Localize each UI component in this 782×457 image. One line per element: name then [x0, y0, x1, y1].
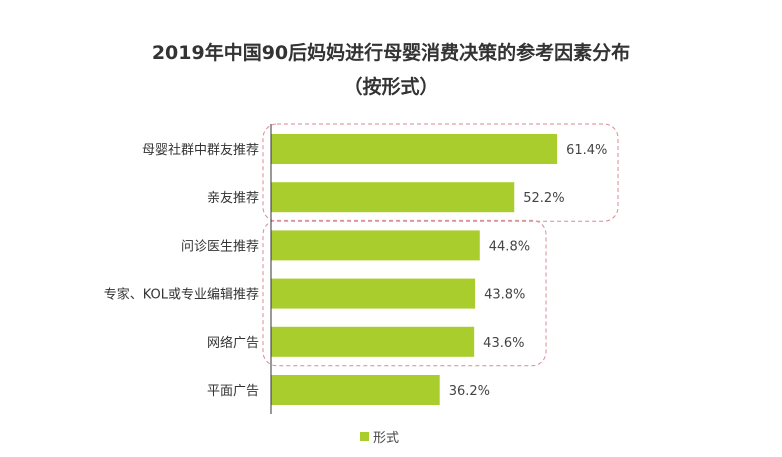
- category-label: 亲友推荐: [207, 190, 259, 206]
- category-label: 问诊医生推荐: [181, 239, 259, 254]
- bar: [271, 375, 440, 405]
- legend-label: 形式: [373, 431, 400, 446]
- category-label: 母婴社群中群友推荐: [142, 142, 259, 158]
- value-label: 52.2%: [523, 191, 564, 206]
- highlight-box: [262, 219, 547, 367]
- bar: [271, 230, 480, 261]
- chart-subtitle: （按形式）: [343, 76, 439, 98]
- bar: [271, 326, 475, 357]
- highlight-box: [262, 123, 619, 222]
- chart-title: 2019年中国90后妈妈进行母婴消费决策的参考因素分布: [151, 42, 631, 64]
- legend-swatch: [360, 432, 369, 441]
- legend: 形式: [360, 427, 399, 446]
- category-label: 网络广告: [207, 335, 259, 351]
- value-label: 36.2%: [449, 384, 490, 399]
- value-label: 61.4%: [566, 143, 607, 158]
- value-label: 43.8%: [484, 288, 525, 303]
- category-label: 专家、KOL或专业编辑推荐: [104, 287, 259, 303]
- category-label: 平面广告: [207, 384, 259, 399]
- bar: [271, 134, 558, 164]
- bar: [271, 278, 476, 309]
- value-label: 43.6%: [483, 336, 524, 351]
- value-label: 44.8%: [489, 239, 530, 254]
- bar: [271, 182, 515, 213]
